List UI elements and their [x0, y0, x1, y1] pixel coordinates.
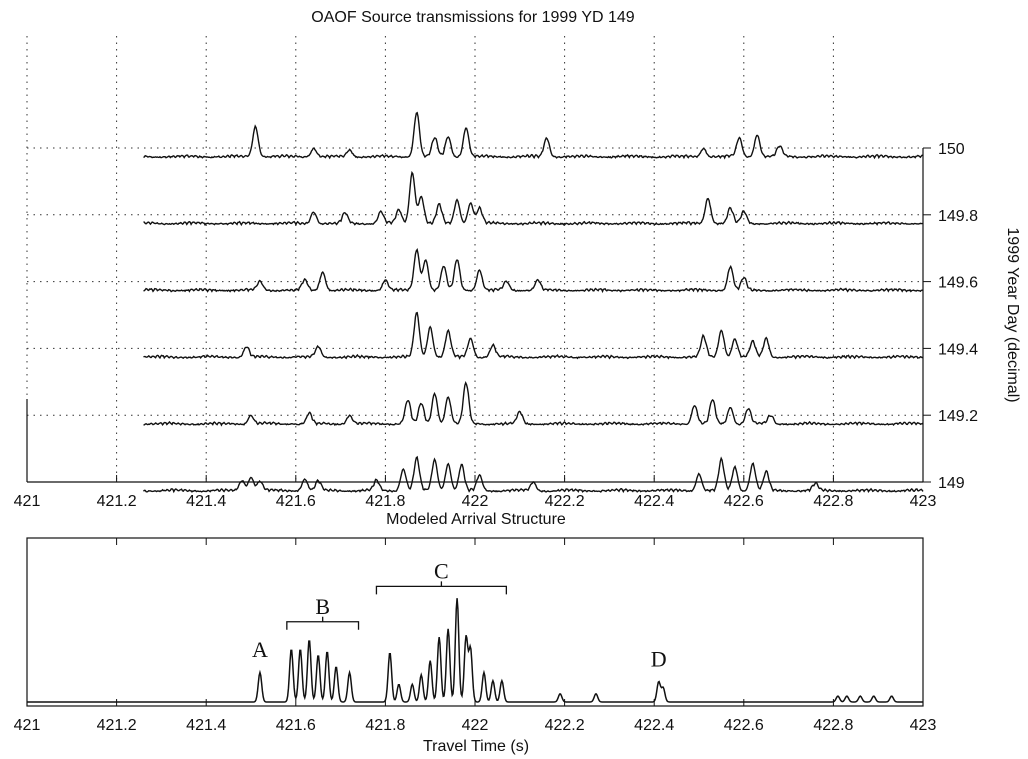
top-x-tick-label: 422.8 [813, 493, 853, 510]
bottom-x-tick-label: 422.2 [545, 717, 585, 734]
top-y-axis-label: 1999 Year Day (decimal) [1004, 227, 1021, 402]
top-x-tick-label: 422.2 [545, 493, 585, 510]
top-trace-line [143, 111, 924, 160]
bottom-x-tick-label: 422.8 [813, 717, 853, 734]
top-y-tick-label: 150 [938, 141, 965, 158]
bracket-b [286, 616, 360, 630]
bottom-x-tick-label: 422 [462, 717, 489, 734]
top-trace-line [142, 455, 924, 494]
bottom-x-tick-label: 421.8 [365, 717, 405, 734]
bottom-plot-frame [26, 537, 924, 707]
top-x-tick-label: 421.4 [186, 493, 226, 510]
bottom-trace-line [27, 598, 923, 703]
bottom-chart-title: Modeled Arrival Structure [386, 511, 566, 528]
top-panel: OAOF Source transmissions for 1999 YD 14… [14, 9, 1021, 510]
bracket-label-c: C [434, 558, 449, 583]
top-x-tick-label: 422.4 [634, 493, 674, 510]
bottom-x-tick-label: 422.4 [634, 717, 674, 734]
bottom-panel: Modeled Arrival Structure 421 421.2 421.4 4… [14, 511, 937, 755]
bottom-x-tick-label: 423 [910, 717, 937, 734]
bottom-x-tick-label: 422.6 [724, 717, 764, 734]
top-traces [142, 111, 924, 494]
top-x-tick-label: 421.2 [97, 493, 137, 510]
bottom-x-tick-label: 421.2 [97, 717, 137, 734]
bottom-x-ticks: 421 421.2 421.4 421.6 421.8 422 422.2 422.4 422.… [14, 538, 937, 734]
top-x-tick-label: 423 [910, 493, 937, 510]
bottom-x-tick-label: 421.4 [186, 717, 226, 734]
top-trace-line [143, 311, 924, 360]
bottom-brackets: A B C D [252, 558, 667, 671]
top-y-tick-label: 149.6 [938, 275, 978, 292]
top-x-tick-label: 421.8 [365, 493, 405, 510]
bottom-trace [27, 598, 923, 703]
top-y-tick-label: 149.2 [938, 408, 978, 425]
top-grid [26, 36, 923, 482]
top-x-ticks: 421 421.2 421.4 421.6 421.8 422 422.2 422.4 422.… [14, 475, 937, 510]
arrival-label-a: A [252, 637, 268, 662]
top-x-tick-label: 421 [14, 493, 41, 510]
top-chart-title: OAOF Source transmissions for 1999 YD 14… [311, 9, 635, 26]
top-y-tick-label: 149 [938, 475, 965, 492]
top-x-tick-label: 421.6 [276, 493, 316, 510]
top-y-tick-label: 149.4 [938, 341, 978, 358]
bottom-x-tick-label: 421 [14, 717, 41, 734]
top-x-tick-label: 422.6 [724, 493, 764, 510]
top-trace-line [143, 380, 924, 427]
top-trace-line [143, 170, 924, 227]
top-trace-line [143, 248, 924, 294]
top-y-ticks: 149 149.2 149.4 149.6 149.8 150 [923, 141, 978, 492]
bracket-label-b: B [315, 594, 330, 619]
bottom-x-axis-label: Travel Time (s) [423, 738, 529, 755]
bottom-x-tick-label: 421.6 [276, 717, 316, 734]
arrival-label-d: D [651, 647, 667, 672]
top-x-tick-label: 422 [462, 493, 489, 510]
bracket-c [375, 581, 508, 595]
top-y-tick-label: 149.8 [938, 208, 978, 225]
